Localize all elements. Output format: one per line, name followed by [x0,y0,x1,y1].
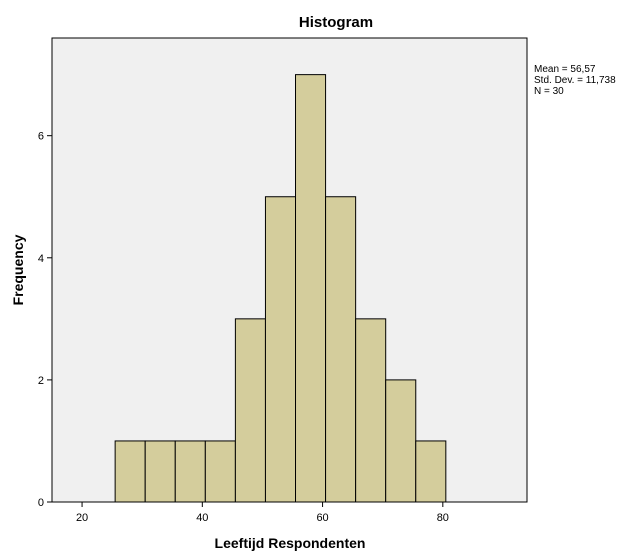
histogram-bar-10 [415,440,447,503]
histogram-bar-8 [355,318,387,503]
x-axis-ticks: 20 40 60 80 [76,502,449,524]
x-axis-title: Leeftijd Respondenten [215,535,366,551]
histogram-bar-5 [264,196,297,503]
y-axis-ticks: 0 2 4 6 [38,131,52,509]
bars-layer [114,74,447,503]
y-axis-title: Frequency [10,234,26,305]
y-tick-label-3: 6 [38,131,44,143]
x-tick-label-3: 80 [437,512,449,524]
y-tick-label-0: 0 [38,497,44,509]
x-tick-label-0: 20 [76,512,88,524]
histogram-bar-4 [234,318,266,503]
x-tick-label-1: 40 [196,512,208,524]
histogram-bar-0 [114,440,146,503]
histogram-bar-6 [295,74,327,503]
y-tick-label-1: 2 [38,375,44,387]
histogram-bar-2 [174,440,206,503]
histogram-bar-3 [204,440,236,503]
chart-title: Histogram [299,14,373,31]
stat-mean: Mean = 56,57 [534,64,596,75]
stat-std-dev: Std. Dev. = 11,738 [534,75,616,86]
stat-n: N = 30 [534,86,564,97]
histogram-bar-1 [144,440,176,503]
y-tick-label-2: 4 [38,253,44,265]
x-tick-label-2: 60 [316,512,328,524]
histogram-bar-9 [385,379,417,503]
histogram-bar-7 [325,196,357,503]
